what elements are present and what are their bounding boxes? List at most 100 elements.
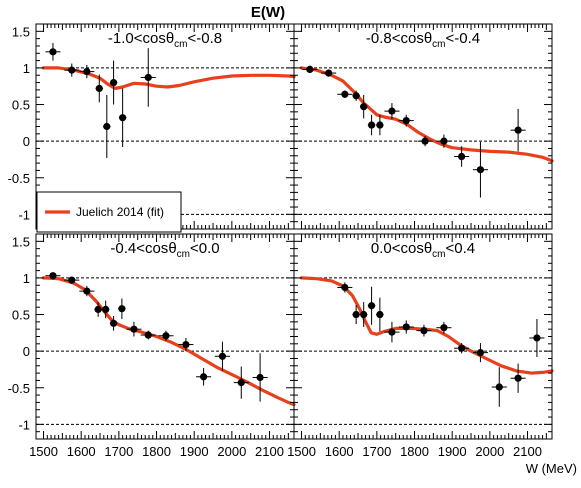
data-marker: [440, 137, 448, 145]
data-point: [398, 114, 414, 127]
y-tick-label: -1: [18, 417, 30, 432]
data-marker: [218, 352, 227, 360]
data-point: [196, 367, 212, 386]
data-point: [45, 272, 61, 280]
data-marker: [376, 310, 384, 319]
data-point: [321, 69, 337, 77]
x-tick-label: 1600: [325, 444, 354, 459]
data-marker: [420, 327, 428, 335]
panel-label: -0.8<cosθcm<-0.4: [366, 30, 480, 50]
data-marker: [476, 166, 485, 174]
panel-label-prefix: -1.0<cos: [108, 30, 166, 47]
panel-label-theta: θ: [168, 240, 176, 257]
data-point: [491, 367, 507, 407]
data-point: [376, 114, 384, 136]
data-point: [94, 302, 102, 317]
data-point: [337, 90, 353, 98]
panel-label-suffix: <0.4: [446, 240, 476, 257]
data-point: [118, 298, 126, 319]
data-point: [109, 60, 118, 105]
data-marker: [130, 325, 138, 333]
data-point: [510, 363, 526, 393]
panel-label-prefix: -0.8<cos: [366, 30, 424, 47]
data-point: [352, 305, 360, 325]
data-point: [45, 43, 61, 61]
data-marker: [49, 48, 57, 56]
x-tick-label: 2100: [255, 444, 284, 459]
data-marker: [103, 122, 111, 131]
panel-4: 1500 1600 1700 1800 1900 2000 2100 0.0<cosθcm<0…: [287, 233, 554, 459]
data-point: [178, 337, 194, 352]
y-tick-label: -0.5: [8, 381, 30, 396]
data-marker: [102, 305, 110, 314]
data-point: [214, 341, 230, 371]
panel-label: -0.4<cosθcm<0.0: [110, 240, 219, 260]
y-tick-label: -1: [18, 207, 30, 222]
data-point: [158, 330, 174, 341]
x-tick-label: 2100: [513, 444, 542, 459]
data-marker: [94, 305, 102, 314]
data-point: [64, 63, 80, 77]
data-point: [417, 136, 433, 147]
data-point: [233, 366, 249, 399]
data-marker: [118, 305, 126, 313]
panel-3: 1.5 1 0.5 0 -0.5 -1 1500 1600 1700 1800 1900 2000 21…: [8, 233, 296, 459]
data-marker: [514, 374, 522, 382]
data-point: [436, 321, 452, 334]
data-point: [126, 321, 142, 337]
data-point: [472, 343, 488, 363]
y-tick-label: 0.5: [12, 308, 30, 323]
data-point: [398, 320, 414, 334]
data-point: [64, 276, 80, 284]
x-tick-label: 1800: [400, 444, 429, 459]
data-point: [384, 103, 400, 120]
data-point: [302, 65, 318, 74]
panel-frame: [293, 233, 553, 440]
data-marker: [367, 302, 376, 310]
x-tick-label: 1900: [180, 444, 209, 459]
panel-label-prefix: 0.0<cos: [371, 240, 424, 257]
data-marker: [341, 90, 349, 98]
juelich-fit-curve: [41, 276, 296, 407]
data-point: [359, 95, 368, 119]
data-marker: [352, 92, 360, 100]
data-marker: [256, 373, 264, 382]
legend-label: Juelich 2014 (fit): [76, 205, 164, 219]
data-marker: [476, 349, 485, 357]
x-tick-label: 2000: [475, 444, 504, 459]
y-tick-label: 0: [23, 134, 30, 149]
juelich-fit-curve: [41, 66, 296, 90]
chart-title: E(W): [251, 4, 285, 21]
data-marker: [402, 117, 410, 125]
y-tick-label: 0.5: [12, 98, 30, 113]
data-marker: [144, 331, 152, 339]
data-marker: [388, 107, 396, 115]
data-point: [454, 146, 470, 167]
data-point: [337, 282, 353, 293]
x-tick-label: 1700: [362, 444, 391, 459]
panel-label: 0.0<cosθcm<0.4: [371, 240, 475, 260]
data-marker: [162, 332, 170, 340]
data-marker: [68, 66, 76, 74]
data-point: [95, 74, 104, 103]
data-marker: [402, 323, 410, 331]
data-marker: [237, 379, 245, 387]
data-marker: [119, 114, 127, 122]
y-tick-label: 1.5: [12, 234, 30, 249]
panel-label-suffix: <-0.4: [446, 30, 481, 47]
panel-label-theta: θ: [424, 30, 432, 47]
data-marker: [376, 121, 384, 129]
x-tick-label: 1900: [438, 444, 467, 459]
data-point: [109, 316, 118, 331]
data-marker: [200, 373, 208, 381]
data-point: [118, 88, 127, 147]
data-marker: [49, 272, 57, 280]
data-marker: [367, 121, 376, 129]
panel-label-suffix: <0.0: [190, 240, 220, 257]
data-marker: [514, 126, 522, 134]
data-marker: [360, 310, 368, 319]
data-point: [140, 330, 156, 340]
x-tick-label: 1700: [104, 444, 133, 459]
data-marker: [306, 65, 314, 73]
panel-label-subscript: cm: [177, 249, 190, 260]
